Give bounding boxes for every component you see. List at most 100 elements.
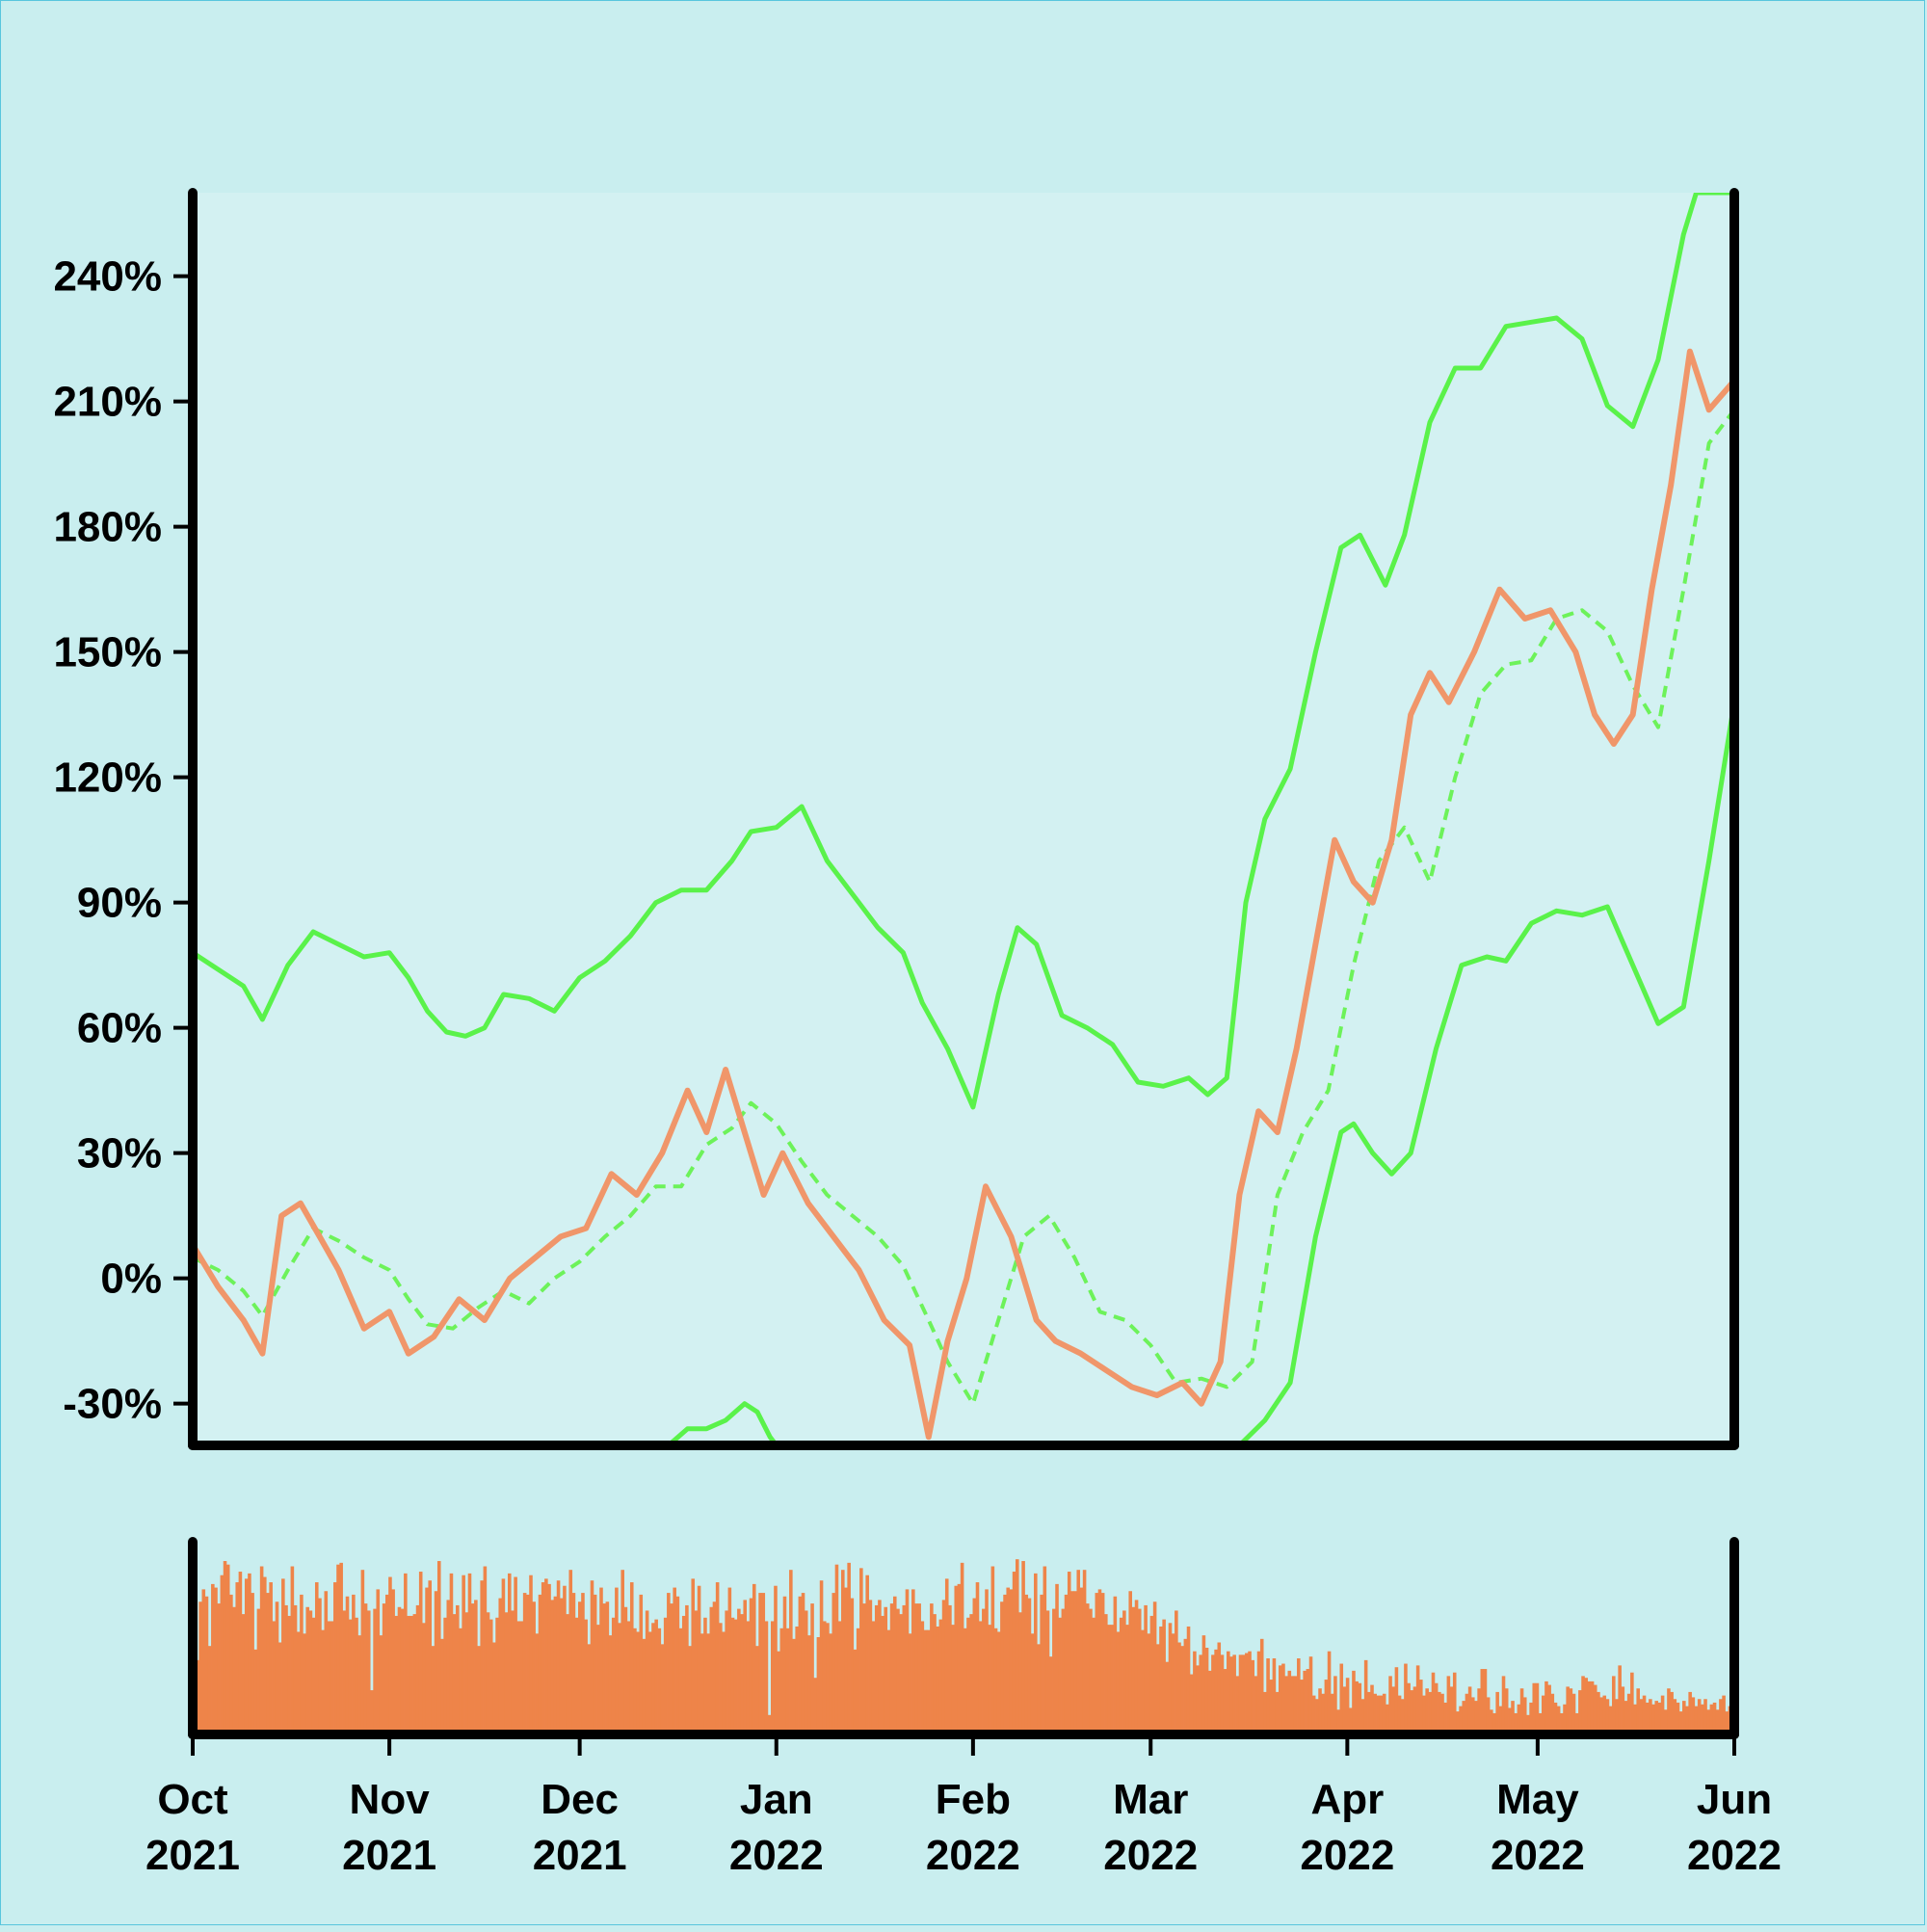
volume-bar: [688, 1646, 692, 1734]
volume-bar: [1483, 1669, 1488, 1734]
volume-bar: [1517, 1704, 1521, 1734]
volume-bar: [1553, 1702, 1558, 1734]
volume-bar: [574, 1617, 579, 1734]
volume-bar: [771, 1621, 775, 1734]
volume-bar: [1612, 1676, 1616, 1734]
volume-bar: [492, 1642, 496, 1734]
volume-bar: [884, 1606, 888, 1734]
volume-bar: [464, 1612, 469, 1734]
volume-bar: [1290, 1676, 1295, 1734]
volume-bar: [1015, 1559, 1019, 1734]
volume-bar: [1159, 1626, 1163, 1734]
volume-bar: [807, 1635, 811, 1734]
volume-bar: [620, 1570, 625, 1734]
volume-bar: [1456, 1711, 1460, 1734]
volume-bar: [1618, 1665, 1622, 1734]
volume-bar: [1223, 1669, 1227, 1734]
volume-bar: [691, 1578, 696, 1734]
volume-bar: [1311, 1695, 1316, 1734]
volume-bar: [608, 1635, 613, 1734]
volume-bar: [1363, 1659, 1368, 1734]
y-tick-label: 90%: [77, 880, 162, 927]
volume-bar: [1438, 1691, 1441, 1734]
volume-bar: [615, 1587, 619, 1734]
volume-bar: [862, 1603, 866, 1734]
volume-bar: [1141, 1629, 1145, 1734]
volume-bar: [599, 1587, 603, 1734]
volume-bar: [1116, 1631, 1121, 1734]
volume-bar: [1382, 1693, 1386, 1734]
volume-bar: [1199, 1654, 1203, 1734]
volume-bar: [917, 1603, 921, 1734]
volume-bar: [495, 1617, 499, 1734]
volume-bar: [1349, 1707, 1353, 1734]
volume-bar: [1498, 1706, 1503, 1734]
volume-bar: [660, 1644, 665, 1734]
volume-bar: [1315, 1699, 1319, 1734]
volume-bar: [207, 1646, 212, 1734]
volume-bar: [556, 1580, 561, 1734]
volume-bar: [198, 1601, 202, 1734]
volume-bar: [253, 1649, 258, 1734]
volume-bar: [404, 1573, 408, 1734]
volume-bar: [1287, 1670, 1292, 1734]
volume-bar: [1345, 1678, 1350, 1734]
volume-bar: [1542, 1695, 1545, 1734]
volume-bar: [798, 1596, 803, 1734]
series-line-lower-band: [667, 701, 1734, 1445]
volume-bar: [1379, 1695, 1384, 1734]
volume-bar: [272, 1621, 277, 1734]
volume-bar: [801, 1593, 805, 1734]
volume-bar: [422, 1623, 426, 1734]
volume-bar: [822, 1621, 827, 1734]
volume-bar: [1355, 1681, 1359, 1734]
volume-bar: [388, 1576, 392, 1734]
volume-bar: [571, 1593, 576, 1734]
volume-bar: [1303, 1670, 1307, 1734]
volume-bar: [1043, 1566, 1047, 1734]
volume-bar: [1030, 1633, 1035, 1734]
volume-bar: [1175, 1610, 1178, 1734]
volume-bar: [1678, 1711, 1683, 1734]
volume-bar: [633, 1628, 637, 1734]
volume-bar: [1431, 1672, 1436, 1734]
volume-bar: [936, 1626, 939, 1734]
volume-bar: [251, 1593, 254, 1734]
volume-bar: [318, 1598, 322, 1734]
series-line-moving-average: [193, 409, 1734, 1406]
volume-bar: [1254, 1676, 1258, 1734]
volume-bar: [1097, 1589, 1102, 1734]
volume-bar: [1422, 1695, 1426, 1734]
volume-bar: [1386, 1704, 1389, 1734]
volume-bar: [832, 1593, 836, 1734]
volume-bar: [1535, 1682, 1540, 1734]
volume-bar: [1034, 1573, 1038, 1734]
volume-bar: [1281, 1663, 1285, 1734]
volume-bar: [330, 1621, 334, 1734]
volume-bar: [1452, 1672, 1457, 1734]
volume-bar: [1306, 1669, 1310, 1734]
x-tick-label-year: 2021: [533, 1832, 627, 1879]
volume-bar: [1070, 1591, 1074, 1734]
volume-bar: [220, 1575, 224, 1734]
volume-bar: [1189, 1674, 1194, 1734]
volume-bar: [1104, 1614, 1108, 1734]
volume-bar: [837, 1621, 842, 1734]
volume-bar: [568, 1570, 573, 1734]
volume-bar: [755, 1646, 759, 1734]
volume-bar: [681, 1615, 686, 1734]
volume-bar: [1688, 1691, 1692, 1734]
volume-bar: [1241, 1654, 1246, 1734]
volume-bar: [1691, 1697, 1696, 1734]
volume-bar: [636, 1631, 640, 1734]
volume-bar: [975, 1582, 980, 1734]
volume-bar: [324, 1591, 329, 1734]
volume-bar: [229, 1594, 233, 1734]
volume-bar: [1245, 1653, 1249, 1734]
volume-bar: [266, 1593, 270, 1734]
x-tick-label-year: 2021: [342, 1832, 436, 1879]
volume-bar: [1358, 1682, 1362, 1734]
volume-bar: [972, 1598, 977, 1734]
volume-bar: [504, 1612, 509, 1734]
volume-bar: [1676, 1702, 1680, 1734]
